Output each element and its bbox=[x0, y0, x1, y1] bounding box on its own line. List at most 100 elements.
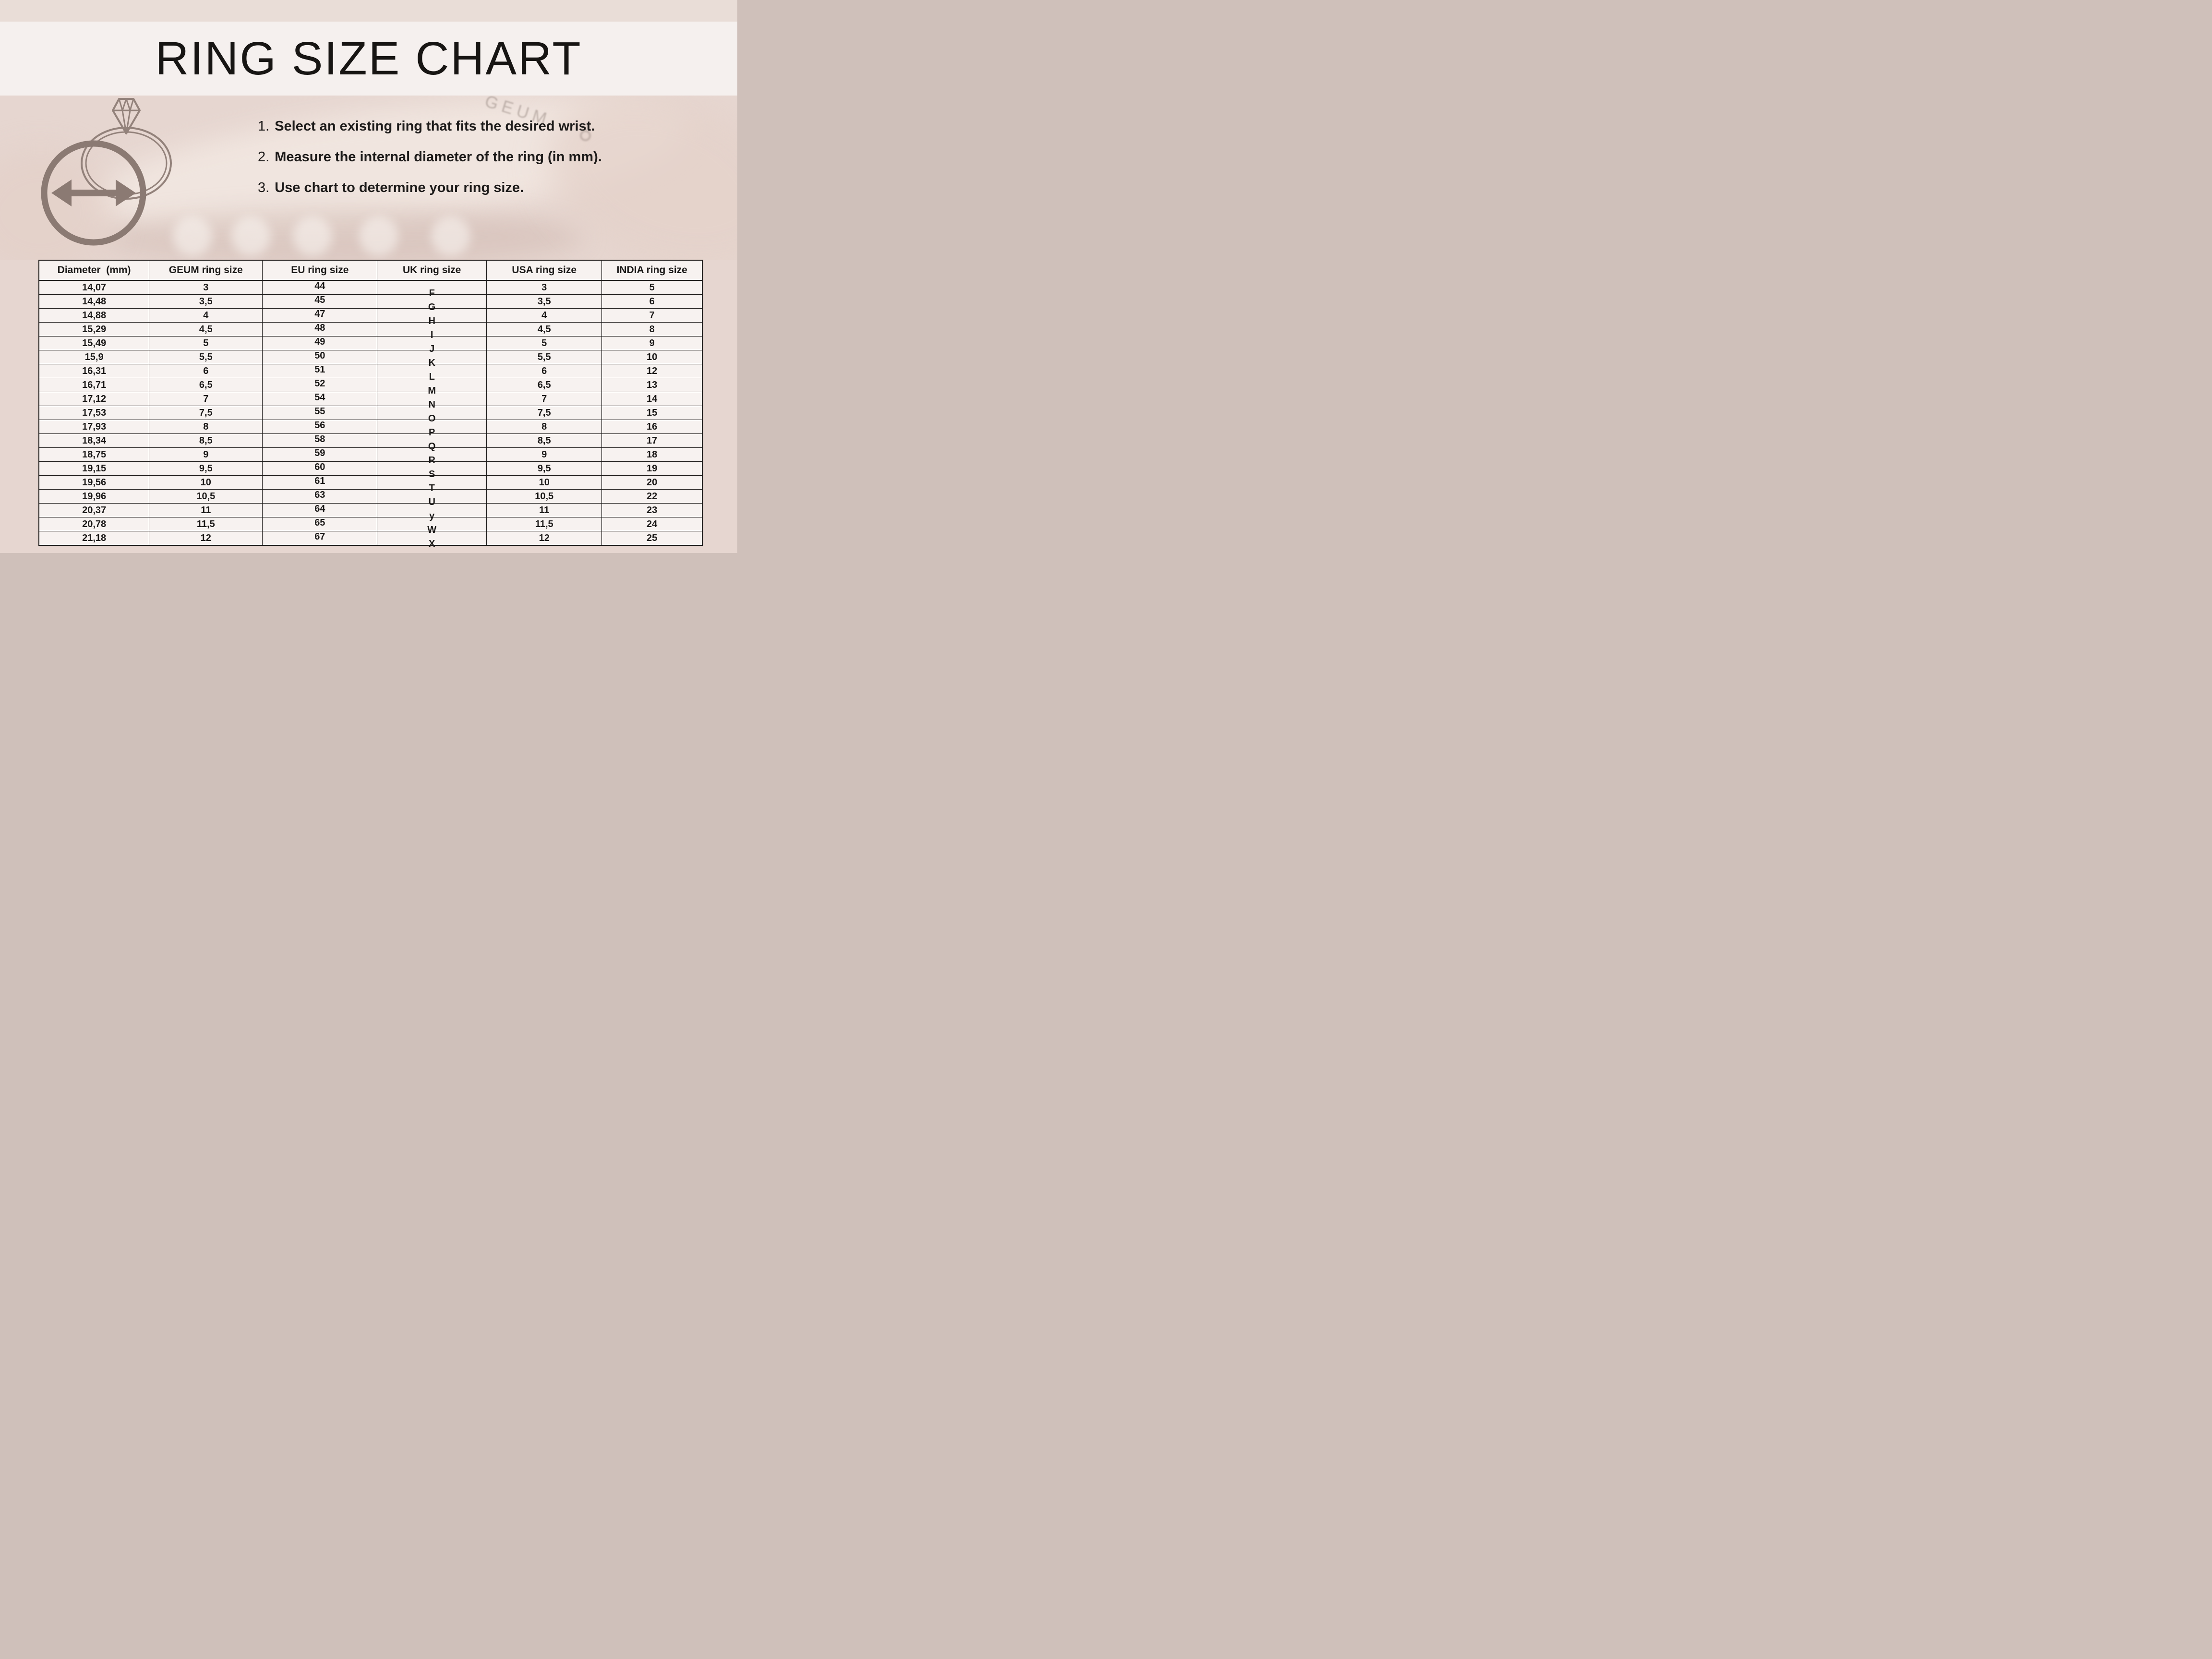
cell: 54 bbox=[262, 392, 378, 406]
table-row: 14,88 4 47 H 4 7 bbox=[38, 308, 703, 326]
cell: 15 bbox=[601, 406, 703, 420]
cell: 5,5 bbox=[149, 350, 263, 364]
cell: 9,5 bbox=[486, 461, 602, 476]
cell: 55 bbox=[262, 406, 378, 420]
page: GEUM RING SIZE CHART 1. Sel bbox=[0, 0, 737, 553]
cell: 9 bbox=[601, 336, 703, 350]
cell: 15,29 bbox=[38, 322, 150, 337]
cell: 6 bbox=[601, 294, 703, 309]
cell: 17,12 bbox=[38, 392, 150, 406]
cell: 19,96 bbox=[38, 489, 150, 504]
cell: 16 bbox=[601, 420, 703, 434]
cell: 5 bbox=[601, 280, 703, 295]
cell: 12 bbox=[601, 364, 703, 378]
column-header: EU ring size bbox=[262, 260, 378, 281]
cell: 24 bbox=[601, 517, 703, 531]
photo-stone bbox=[359, 216, 398, 256]
cell: 12 bbox=[486, 531, 602, 546]
cell: 12 bbox=[149, 531, 263, 546]
cell: 52 bbox=[262, 378, 378, 392]
cell: 15,49 bbox=[38, 336, 150, 350]
instruction-number: 1. bbox=[258, 119, 270, 134]
cell: 7,5 bbox=[149, 406, 263, 420]
cell: 6 bbox=[486, 364, 602, 378]
instruction-number: 2. bbox=[258, 149, 270, 165]
cell: 6 bbox=[149, 364, 263, 378]
cell: 4,5 bbox=[149, 322, 263, 337]
table-row: 17,53 7,5 55 O 7,5 15 bbox=[38, 406, 703, 424]
instruction-item: 2. Measure the internal diameter of the … bbox=[258, 149, 602, 167]
table-row: 19,96 10,5 63 U 10,5 22 bbox=[38, 489, 703, 507]
cell: 16,71 bbox=[38, 378, 150, 392]
cell: 11 bbox=[486, 503, 602, 517]
cell: 61 bbox=[262, 475, 378, 490]
table-row: 14,48 3,5 45 G 3,5 6 bbox=[38, 294, 703, 313]
cell: 4 bbox=[149, 308, 263, 323]
instruction-text: Measure the internal diameter of the rin… bbox=[275, 149, 602, 165]
cell: 9,5 bbox=[149, 461, 263, 476]
cell: 48 bbox=[262, 322, 378, 337]
cell: 8 bbox=[149, 420, 263, 434]
cell: 10,5 bbox=[486, 489, 602, 504]
cell: 51 bbox=[262, 364, 378, 378]
cell: 8,5 bbox=[486, 433, 602, 448]
cell: 5 bbox=[149, 336, 263, 350]
cell: 7 bbox=[601, 308, 703, 323]
cell: 8 bbox=[486, 420, 602, 434]
cell: 8 bbox=[601, 322, 703, 337]
table-row: 19,56 10 61 T 10 20 bbox=[38, 475, 703, 493]
cell: 49 bbox=[262, 336, 378, 350]
cell: 17 bbox=[601, 433, 703, 448]
table-row: 18,34 8,5 58 Q 8,5 17 bbox=[38, 433, 703, 452]
double-arrow-icon bbox=[51, 180, 136, 206]
cell: 9 bbox=[149, 447, 263, 462]
cell: 4 bbox=[486, 308, 602, 323]
table-row: 19,15 9,5 60 S 9,5 19 bbox=[38, 461, 703, 480]
table-row: 21,18 12 67 X 12 25 bbox=[38, 531, 703, 549]
diamond-icon bbox=[112, 98, 141, 134]
cell: 50 bbox=[262, 350, 378, 364]
table-row: 14,07 3 44 F 3 5 bbox=[38, 280, 703, 299]
cell: 10 bbox=[601, 350, 703, 364]
cell: 7 bbox=[149, 392, 263, 406]
table-row: 15,9 5,5 50 K 5,5 10 bbox=[38, 350, 703, 368]
cell: 64 bbox=[262, 503, 378, 517]
page-title: RING SIZE CHART bbox=[155, 32, 582, 84]
table-header: Diameter (mm) GEUM ring size EU ring size U… bbox=[38, 260, 703, 281]
table-row: 15,29 4,5 48 I 4,5 8 bbox=[38, 322, 703, 340]
cell: 13 bbox=[601, 378, 703, 392]
top-strip bbox=[0, 0, 737, 22]
cell: 7,5 bbox=[486, 406, 602, 420]
instruction-text: Select an existing ring that fits the de… bbox=[275, 119, 595, 134]
cell: 17,53 bbox=[38, 406, 150, 420]
ring-size-table: Diameter (mm) GEUM ring size EU ring size U… bbox=[38, 260, 703, 549]
cell: 18 bbox=[601, 447, 703, 462]
column-header: Diameter (mm) bbox=[38, 260, 150, 281]
cell: I bbox=[377, 322, 487, 340]
table-row: 17,12 7 54 N 7 14 bbox=[38, 392, 703, 410]
cell: 14,88 bbox=[38, 308, 150, 323]
cell: K bbox=[377, 350, 487, 368]
cell: 14 bbox=[601, 392, 703, 406]
cell: 58 bbox=[262, 433, 378, 448]
cell: 21,18 bbox=[38, 531, 150, 546]
cell: O bbox=[377, 406, 487, 424]
table-row: 16,71 6,5 52 M 6,5 13 bbox=[38, 378, 703, 396]
cell: 44 bbox=[262, 280, 378, 295]
cell: 10 bbox=[486, 475, 602, 490]
photo-stone bbox=[431, 216, 470, 256]
table-row: 17,93 8 56 P 8 16 bbox=[38, 420, 703, 438]
cell: L bbox=[377, 364, 487, 382]
cell: G bbox=[377, 294, 487, 313]
cell: M bbox=[377, 378, 487, 396]
instruction-number: 3. bbox=[258, 180, 270, 195]
cell: 5 bbox=[486, 336, 602, 350]
cell: 11,5 bbox=[486, 517, 602, 531]
cell: 3 bbox=[486, 280, 602, 295]
cell: 59 bbox=[262, 447, 378, 462]
cell: 15,9 bbox=[38, 350, 150, 364]
table-row: 18,75 9 59 R 9 18 bbox=[38, 447, 703, 466]
cell: 67 bbox=[262, 531, 378, 546]
instruction-item: 1. Select an existing ring that fits the… bbox=[258, 119, 602, 136]
photo-stone bbox=[173, 216, 212, 256]
